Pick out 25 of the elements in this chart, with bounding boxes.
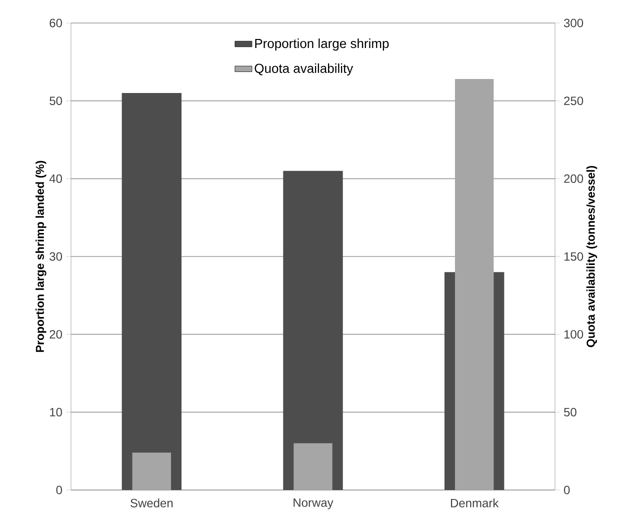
legend-label: Quota availability: [254, 63, 354, 76]
bar: [132, 452, 172, 490]
y-tick-label: 0: [56, 486, 62, 494]
y2-tick-label: 250: [564, 96, 584, 106]
y-tick-label: 50: [50, 96, 62, 106]
y2-tick-label: 0: [564, 486, 570, 494]
y2-tick-label: 300: [564, 18, 584, 28]
legend-label: Proportion large shrimp: [255, 38, 389, 51]
y2-tick-label: 50: [564, 408, 576, 416]
y-tick-label: 20: [50, 330, 62, 339]
y-tick-label: 30: [50, 252, 62, 261]
y2-tick-label: 100: [564, 330, 584, 339]
y2-tick-label: 150: [564, 252, 584, 261]
y2-axis-title: Quota availability (tonnes/vessel): [586, 166, 598, 348]
bar: [283, 170, 343, 490]
x-tick-label: Norway: [294, 498, 334, 510]
y-tick-label: 10: [50, 408, 62, 416]
x-tick-label: Denmark: [450, 498, 499, 508]
y-tick-label: 60: [50, 18, 62, 28]
y-tick-label: 40: [49, 174, 62, 183]
bar: [122, 93, 182, 490]
x-tick-label: Sweden: [130, 498, 173, 508]
y-axis-title: Proportion large shrimp landed (%): [36, 160, 46, 352]
y2-tick-label: 200: [564, 174, 584, 183]
bar: [294, 443, 332, 490]
